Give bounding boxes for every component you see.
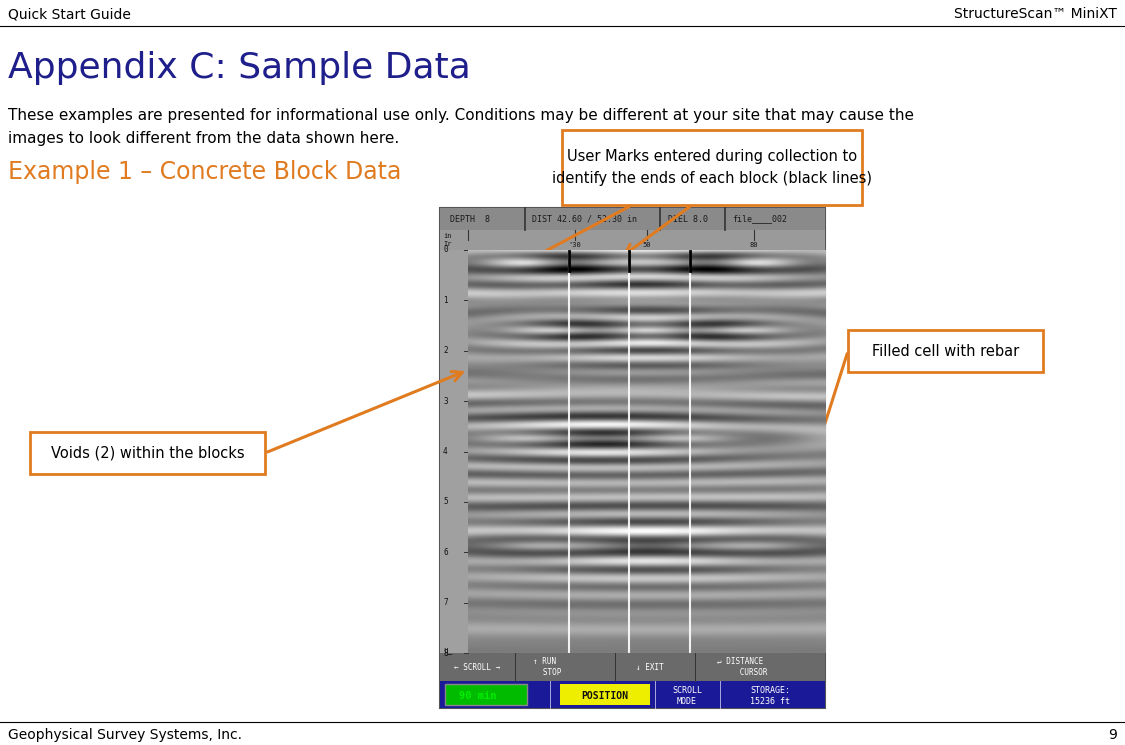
- Bar: [440, 208, 825, 230]
- Text: Voids (2) within the blocks: Voids (2) within the blocks: [51, 446, 244, 460]
- Text: User Marks entered during collection to
identify the ends of each block (black l: User Marks entered during collection to …: [552, 149, 872, 186]
- Text: Quick Start Guide: Quick Start Guide: [8, 7, 130, 21]
- Text: ← SCROLL →: ← SCROLL →: [453, 662, 501, 671]
- Text: '30: '30: [569, 242, 582, 248]
- Text: POSITION: POSITION: [582, 691, 629, 701]
- Text: 50: 50: [642, 242, 650, 248]
- Bar: [440, 230, 825, 250]
- Text: 0: 0: [443, 246, 448, 255]
- Text: 80: 80: [749, 242, 758, 248]
- Text: file____002: file____002: [732, 215, 787, 223]
- Text: SCROLL
MODE: SCROLL MODE: [672, 686, 702, 706]
- Text: Filled cell with rebar: Filled cell with rebar: [872, 343, 1019, 358]
- Text: 7: 7: [443, 598, 448, 607]
- Text: Ir: Ir: [443, 241, 451, 247]
- Text: StructureScan™ MiniXT: StructureScan™ MiniXT: [954, 7, 1117, 21]
- Text: 5: 5: [443, 498, 448, 507]
- Text: 3: 3: [443, 396, 448, 405]
- Text: STORAGE:
15236 ft: STORAGE: 15236 ft: [750, 686, 790, 706]
- Text: ↵ DISTANCE
      CURSOR: ↵ DISTANCE CURSOR: [712, 657, 767, 677]
- Text: u_: u_: [443, 645, 452, 655]
- Text: 8: 8: [443, 648, 448, 658]
- Text: 90 min: 90 min: [459, 691, 497, 701]
- Text: These examples are presented for informational use only. Conditions may be diffe: These examples are presented for informa…: [8, 108, 914, 147]
- Text: DEPTH  8: DEPTH 8: [450, 215, 490, 223]
- Text: 9: 9: [1108, 728, 1117, 742]
- Text: Geophysical Survey Systems, Inc.: Geophysical Survey Systems, Inc.: [8, 728, 242, 742]
- Text: DIEL 8.0: DIEL 8.0: [668, 215, 708, 223]
- Text: DIST 42.60 / 52.30 in: DIST 42.60 / 52.30 in: [532, 215, 637, 223]
- Bar: [440, 653, 825, 681]
- Bar: [440, 681, 825, 708]
- Bar: [440, 250, 468, 653]
- Bar: [560, 684, 650, 705]
- Bar: [440, 208, 825, 708]
- Text: in: in: [443, 233, 451, 239]
- Bar: [446, 684, 526, 705]
- Text: 6: 6: [443, 548, 448, 557]
- Text: Appendix C: Sample Data: Appendix C: Sample Data: [8, 51, 470, 85]
- Bar: [440, 230, 468, 250]
- FancyBboxPatch shape: [848, 330, 1043, 372]
- Text: ↓ EXIT: ↓ EXIT: [636, 662, 664, 671]
- Text: 2: 2: [443, 346, 448, 355]
- FancyBboxPatch shape: [562, 130, 862, 205]
- FancyBboxPatch shape: [30, 432, 266, 474]
- Text: 4: 4: [443, 447, 448, 456]
- Text: ↑ RUN
   STOP: ↑ RUN STOP: [529, 657, 561, 677]
- Text: 1: 1: [443, 296, 448, 305]
- Text: Example 1 – Concrete Block Data: Example 1 – Concrete Block Data: [8, 160, 402, 184]
